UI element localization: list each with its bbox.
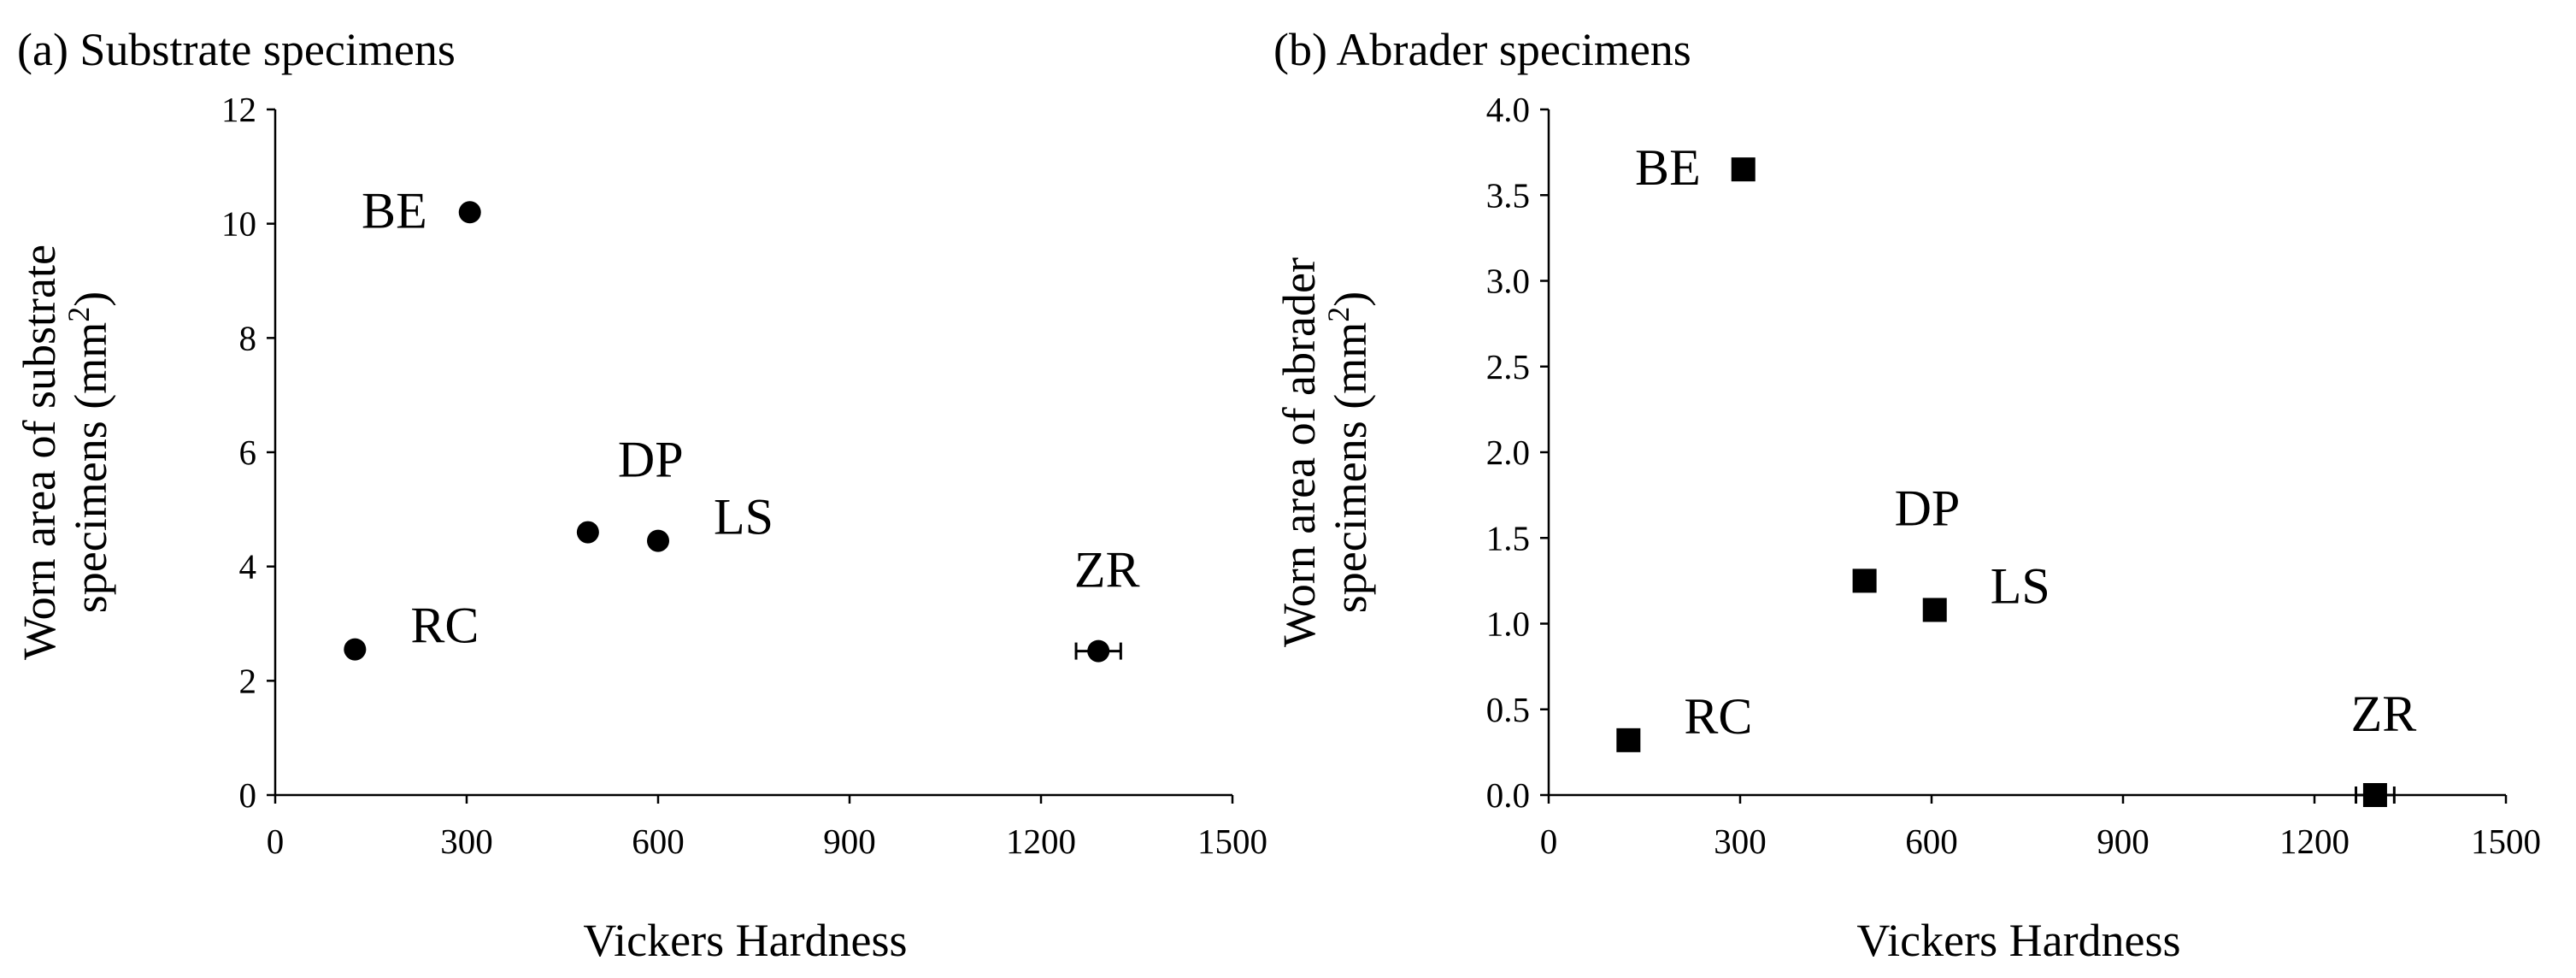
- panel-b-point-label-dp: DP: [1895, 480, 1961, 536]
- panel-b-x-tick-label: 300: [1714, 822, 1767, 861]
- panel-b-point-ls: [1922, 598, 1947, 622]
- panel-a-point-ls: [647, 529, 669, 552]
- panel-a-point-label-dp: DP: [618, 432, 684, 488]
- panel-b-y-tick-label: 3.0: [1486, 262, 1530, 301]
- panel-b-y-tick-label: 0.0: [1486, 775, 1530, 815]
- panel-a-y-tick-label: 8: [239, 318, 257, 357]
- panel-a-point-label-ls: LS: [714, 489, 773, 545]
- panel-a-y-tick-label: 12: [221, 90, 256, 129]
- panel-a-x-tick-label: 300: [440, 822, 493, 861]
- panel-b-point-dp: [1852, 569, 1877, 593]
- panel-b-x-tick-label: 0: [1540, 822, 1558, 861]
- panel-b-point-label-ls: LS: [1991, 557, 2050, 614]
- panel-a-title: (a) Substrate specimens: [17, 24, 456, 75]
- panel-b-y-tick-label: 1.5: [1486, 518, 1530, 557]
- panel-b-abrader-chart: (b) Abrader specimens 0.0 0.5 1.0 1.5 2.0 2.5 3…: [1273, 24, 2541, 966]
- panel-b-point-label-zr: ZR: [2351, 686, 2417, 742]
- panel-a-point-label-zr: ZR: [1074, 542, 1140, 598]
- panel-a-point-label-be: BE: [362, 182, 427, 239]
- panel-a-x-tick-label: 1200: [1006, 822, 1076, 861]
- panel-a-x-tick-label: 600: [632, 822, 685, 861]
- panel-a-y-tick-label: 0: [239, 775, 257, 815]
- panel-a-point-rc: [344, 638, 367, 661]
- panel-a-x-tick-label: 1500: [1197, 822, 1267, 861]
- panel-b-y-tick-label: 1.0: [1486, 604, 1530, 644]
- panel-b-point-label-be: BE: [1635, 139, 1701, 196]
- panel-b-y-tick-label: 4.0: [1486, 90, 1530, 129]
- panel-a-point-label-rc: RC: [410, 598, 479, 654]
- panel-a-point-be: [458, 201, 481, 224]
- panel-a-point-dp: [576, 521, 599, 544]
- panel-a-y-tick-label: 6: [239, 433, 257, 472]
- panel-b-y-tick-label: 3.5: [1486, 175, 1530, 215]
- panel-b-y-tick-label: 2.5: [1486, 347, 1530, 386]
- panel-a-y-tick-label: 4: [239, 547, 257, 586]
- panel-b-y-tick-label: 0.5: [1486, 690, 1530, 729]
- panel-b-x-tick-label: 1200: [2279, 822, 2350, 861]
- panel-a-y-tick-label: 2: [239, 661, 257, 700]
- panel-b-x-tick-label: 600: [1905, 822, 1958, 861]
- panel-b-y-axis-label-line2: specimens (mm2): [1321, 292, 1376, 613]
- panel-b-x-axis-label: Vickers Hardness: [1856, 915, 2180, 966]
- panel-a-substrate-chart: (a) Substrate specimens 0 2 4 6 8 10 12 0 300 600 9…: [14, 24, 1267, 966]
- panel-a-y-axis-label-line2: specimens (mm2): [62, 292, 116, 613]
- panel-a-x-tick-label: 900: [823, 822, 876, 861]
- panel-b-point-rc: [1616, 728, 1641, 752]
- panel-b-point-label-rc: RC: [1684, 688, 1752, 745]
- panel-a-x-tick-label: 0: [267, 822, 285, 861]
- panel-a-y-axis-label-line1: Worn area of substrate: [14, 244, 65, 660]
- panel-b-point-be: [1731, 157, 1756, 182]
- panel-b-x-tick-label: 900: [2097, 822, 2150, 861]
- panel-a-x-axis-label: Vickers Hardness: [583, 915, 907, 966]
- panel-a-y-tick-label: 10: [221, 204, 256, 244]
- panel-b-y-tick-label: 2.0: [1486, 433, 1530, 472]
- panel-b-title: (b) Abrader specimens: [1273, 24, 1691, 75]
- panel-b-y-axis-label-line1: Worn area of abrader: [1273, 257, 1325, 647]
- panel-b-point-zr: [2362, 783, 2387, 807]
- panel-b-x-tick-label: 1500: [2471, 822, 2541, 861]
- panel-a-point-zr: [1087, 639, 1110, 663]
